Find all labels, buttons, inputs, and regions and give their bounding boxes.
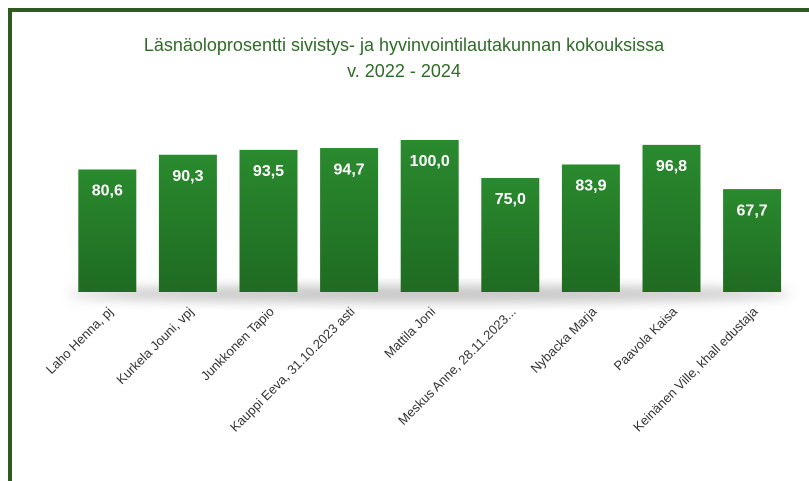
data-label: 80,6 <box>92 183 123 200</box>
chart-subtitle: v. 2022 - 2024 <box>347 61 461 81</box>
bar <box>481 178 540 292</box>
bar <box>239 149 298 292</box>
data-label: 100,0 <box>410 153 450 170</box>
data-label: 96,8 <box>656 158 687 175</box>
bar <box>642 144 701 292</box>
data-label: 75,0 <box>495 191 526 208</box>
bar <box>320 148 379 292</box>
data-label: 90,3 <box>172 168 203 185</box>
chart-title: Läsnäoloprosentti sivistys- ja hyvinvoin… <box>144 35 665 55</box>
frame <box>8 8 809 481</box>
data-label: 93,5 <box>253 163 284 180</box>
data-label: 83,9 <box>575 178 606 195</box>
bar <box>400 140 459 292</box>
data-label: 67,7 <box>737 202 768 219</box>
bar <box>78 169 137 292</box>
bar <box>723 189 782 292</box>
data-label: 94,7 <box>334 161 365 178</box>
bar <box>561 164 620 292</box>
bar <box>158 154 217 292</box>
